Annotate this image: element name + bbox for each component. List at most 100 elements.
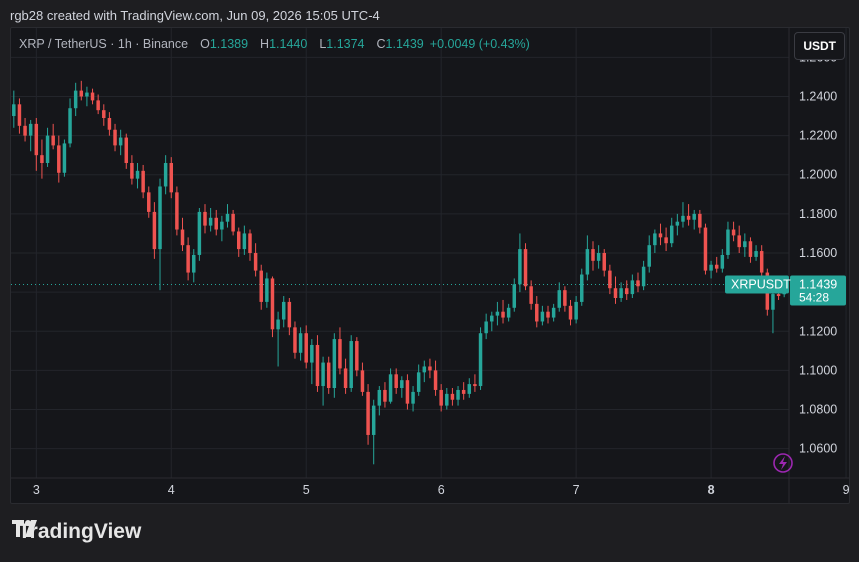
candle-body (45, 135, 50, 163)
symbol-tag-background (725, 275, 789, 294)
chart-panel[interactable]: 1.26001.24001.22001.20001.18001.16001.14… (10, 27, 850, 504)
candle-body (197, 211, 202, 255)
candle-body (326, 362, 331, 388)
candle-body (12, 104, 16, 117)
candle-body (180, 229, 185, 246)
candle-body (371, 405, 376, 435)
candle-body (383, 389, 387, 402)
price-tag-countdown: 54:28 (799, 291, 829, 305)
candle-body (147, 192, 151, 212)
candle-body (158, 186, 162, 250)
candle-body (771, 294, 775, 310)
candle-body (57, 145, 61, 173)
candle-body (664, 237, 668, 244)
x-tick-label: 6 (438, 483, 445, 497)
candle-body (624, 288, 629, 295)
candle-body (118, 137, 123, 146)
candle-body (490, 315, 494, 322)
candle-body (473, 384, 477, 387)
open-value: 1.1389 (209, 37, 249, 51)
candle-body (349, 341, 353, 388)
candle-body (641, 266, 646, 287)
candle-body (428, 366, 432, 371)
candle-body (776, 294, 781, 297)
candle-body (518, 249, 522, 285)
low-value: 1.1374 (326, 37, 365, 51)
candle-body (703, 227, 708, 271)
candle-body (236, 231, 241, 250)
candle-body (568, 305, 573, 320)
price-tag-background (790, 275, 846, 306)
candle-body (394, 374, 398, 388)
symbol-tag-label: XRPUSDT (731, 278, 791, 292)
symbol-title[interactable]: XRP / TetherUS · 1h · Binance (19, 37, 189, 51)
candle-body (585, 249, 590, 275)
candle-body (298, 333, 303, 353)
tradingview-logo[interactable]: TradingView (12, 520, 141, 544)
candle-body (124, 137, 129, 163)
candle-body (445, 393, 449, 406)
candle-body (647, 245, 651, 267)
candle-body (529, 286, 533, 304)
candle-body (225, 213, 230, 222)
candle-body (281, 301, 286, 320)
candle-body (73, 90, 78, 109)
candle-body (411, 391, 415, 404)
candle-body (175, 192, 179, 230)
candle-body (163, 163, 168, 187)
candle-body (107, 118, 112, 130)
y-tick-label: 1.0800 (799, 403, 837, 417)
candle-body (484, 321, 488, 334)
change-value: +0.0049 (+0.43%) (429, 37, 530, 51)
candle-body (551, 307, 556, 318)
candle-body (186, 245, 190, 273)
candle-body (439, 389, 443, 406)
candle-body (619, 288, 623, 298)
candle-body (726, 229, 730, 255)
candlestick-chart[interactable]: 1.26001.24001.22001.20001.18001.16001.14… (11, 28, 849, 503)
alert-lightning-icon[interactable] (773, 453, 793, 473)
candle-body (681, 215, 685, 222)
candle-body (208, 217, 213, 226)
candle-body (287, 301, 292, 328)
candle-body (270, 278, 275, 330)
candle-body (17, 104, 22, 126)
candle-body (265, 278, 269, 302)
y-tick-label: 1.2400 (799, 89, 837, 103)
candle-body (231, 213, 235, 232)
y-tick-label: 1.1800 (799, 207, 837, 221)
candle-body (23, 125, 27, 136)
open-label: O (200, 37, 210, 51)
y-tick-label: 1.1600 (799, 246, 837, 260)
candle-body (377, 389, 382, 406)
candle-body (315, 344, 320, 387)
candle-body (102, 110, 106, 118)
candle-body (636, 280, 640, 287)
candle-body (338, 339, 342, 369)
candle-body (90, 92, 95, 101)
candle-body (96, 100, 100, 111)
candle-body (113, 129, 117, 146)
candle-body (62, 143, 67, 173)
brand-name: TradingView (18, 520, 142, 543)
candle-body (591, 249, 595, 261)
candle-body (152, 211, 157, 250)
candle-body (34, 123, 39, 156)
close-label: C (376, 37, 386, 51)
candle-body (461, 389, 466, 394)
candle-body (242, 233, 247, 250)
candle-body (658, 233, 663, 238)
x-tick-label: 7 (573, 483, 580, 497)
x-tick-label: 9 (843, 483, 849, 497)
candle-body (310, 344, 314, 363)
candle-body (400, 380, 404, 388)
candle-body (130, 163, 134, 179)
candle-body (580, 274, 584, 302)
high-value: 1.1440 (269, 37, 308, 51)
currency-button[interactable]: USDT (794, 32, 845, 60)
price-tag-value: 1.1439 (799, 278, 837, 292)
x-tick-label: 3 (33, 483, 40, 497)
candle-body (535, 303, 539, 322)
candle-body (304, 333, 308, 363)
x-tick-label: 5 (303, 483, 310, 497)
